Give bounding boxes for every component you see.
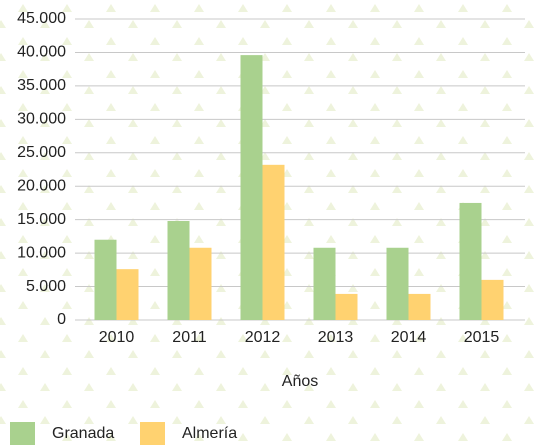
bar (335, 293, 358, 320)
legend-swatch (10, 422, 35, 445)
y-tick-label: 40.000 (17, 44, 66, 61)
x-tick-label: 2014 (391, 329, 427, 346)
bar (189, 247, 212, 320)
y-tick-label: 35.000 (17, 77, 66, 94)
legend-label: Granada (52, 425, 114, 442)
bar (116, 269, 139, 320)
y-tick-label: 5.000 (26, 278, 66, 295)
x-tick-label: 2013 (318, 329, 354, 346)
y-tick-label: 10.000 (17, 244, 66, 261)
y-tick-label: 25.000 (17, 144, 66, 161)
x-tick-label: 2011 (172, 329, 207, 346)
y-tick-label: 30.000 (17, 111, 66, 128)
y-tick-label: 15.000 (17, 211, 66, 228)
bar (167, 221, 190, 320)
x-tick-label: 2010 (99, 329, 135, 346)
legend-label: Almería (182, 425, 237, 442)
bar (313, 247, 336, 320)
bar (459, 202, 482, 320)
bar (408, 293, 431, 320)
y-tick-label: 0 (57, 311, 66, 328)
bar (94, 239, 117, 320)
bar (481, 279, 504, 320)
y-tick-label: 45.000 (17, 10, 66, 27)
x-tick-label: 2015 (464, 329, 500, 346)
bar (240, 55, 263, 321)
y-tick-label: 20.000 (17, 177, 66, 194)
bar (262, 164, 285, 320)
bar (386, 247, 409, 320)
legend-swatch (140, 422, 165, 445)
x-tick-label: 2012 (245, 329, 281, 346)
x-axis-label: Años (282, 373, 318, 390)
